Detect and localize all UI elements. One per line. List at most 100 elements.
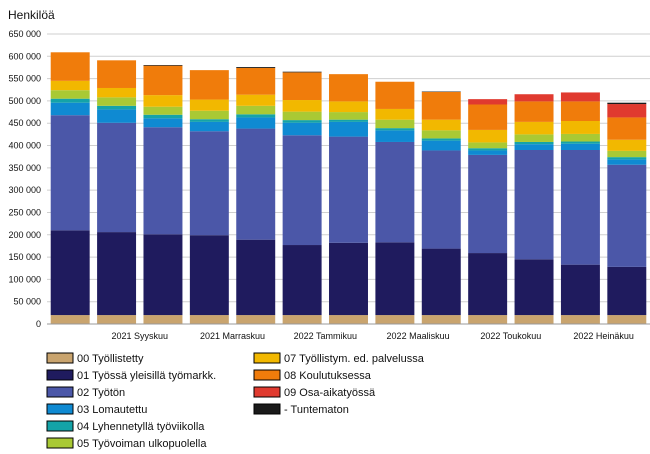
- x-tick-label: 2022 Heinäkuu: [573, 331, 634, 341]
- bar-segment: [282, 245, 322, 316]
- bar-segment: [143, 114, 183, 119]
- bar-segment: [236, 239, 276, 316]
- bar-segment: [329, 112, 368, 120]
- bar-segment: [560, 121, 600, 134]
- y-tick-label: 200 000: [8, 230, 41, 240]
- bar-segment: [607, 157, 647, 160]
- bar-segment: [189, 121, 229, 132]
- legend-swatch: [46, 420, 74, 432]
- bar-segment: [375, 242, 415, 316]
- legend-label: 05 Työvoiman ulkopuolella: [77, 438, 207, 450]
- bar-segment: [607, 102, 647, 105]
- bar-stack: [282, 71, 322, 324]
- bar-segment: [468, 129, 508, 143]
- bar-stack: [560, 92, 600, 324]
- bar-segment: [143, 65, 183, 66]
- y-tick-label: 100 000: [8, 274, 41, 284]
- legend-label: 03 Lomautettu: [77, 404, 147, 416]
- y-tick-label: 550 000: [8, 74, 41, 84]
- bar-segment: [421, 130, 461, 139]
- bar-segment: [560, 264, 600, 316]
- bar-segment: [50, 80, 90, 91]
- bar-segment: [329, 136, 368, 243]
- bar-segment: [329, 74, 368, 102]
- bar-segment: [143, 118, 183, 128]
- legend-swatch: [46, 369, 74, 381]
- bar-segment: [143, 315, 183, 324]
- bar-stack: [236, 67, 276, 324]
- legend-swatch: [253, 369, 281, 381]
- bar-segment: [50, 115, 90, 231]
- bar-segment: [375, 128, 415, 131]
- bar-segment: [560, 150, 600, 265]
- bar-segment: [329, 121, 368, 137]
- bar-stack: [607, 102, 647, 324]
- bar-segment: [236, 67, 276, 68]
- bar-segment: [282, 315, 322, 324]
- x-tick-label: 2022 Toukokuu: [480, 331, 541, 341]
- bar-segment: [189, 70, 229, 100]
- bar-segment: [514, 134, 554, 142]
- bar-stack: [143, 65, 183, 324]
- bar-segment: [282, 135, 322, 246]
- bar-stack: [189, 70, 229, 324]
- bar-segment: [421, 140, 461, 151]
- bar-segment: [560, 141, 600, 144]
- bar-segment: [329, 101, 368, 113]
- bar-segment: [375, 119, 415, 129]
- bar-segment: [560, 315, 600, 324]
- y-tick-labels: 0 50 000 100 000 150 000 200 000 250 000 300 0…: [8, 29, 41, 329]
- bar-segment: [50, 102, 90, 116]
- bar-segment: [329, 119, 368, 122]
- bar-segment: [421, 150, 461, 249]
- bar-segment: [514, 141, 554, 145]
- y-tick-label: 50 000: [13, 297, 41, 307]
- bar-segment: [282, 122, 322, 136]
- bar-segment: [236, 114, 276, 118]
- bar-segment: [607, 159, 647, 165]
- bar-segment: [468, 154, 508, 254]
- x-tick-label: 2022 Maaliskuu: [387, 331, 450, 341]
- bar-segment: [468, 148, 508, 151]
- bar-segment: [236, 105, 276, 115]
- bar-segment: [189, 110, 229, 120]
- bar-segment: [468, 142, 508, 149]
- bar-segment: [143, 95, 183, 107]
- y-tick-label: 650 000: [8, 29, 41, 39]
- bar-segment: [607, 266, 647, 316]
- y-tick-label: 400 000: [8, 141, 41, 151]
- bar-segment: [514, 121, 554, 135]
- bar-segment: [282, 111, 322, 121]
- bar-segment: [143, 234, 183, 316]
- bar-segment: [607, 315, 647, 324]
- bar-segment: [143, 127, 183, 235]
- bar-segment: [468, 315, 508, 324]
- bar-segment: [607, 139, 647, 151]
- bar-segment: [560, 92, 600, 102]
- bar-segment: [329, 315, 368, 324]
- bar-segment: [97, 122, 137, 233]
- bar-segment: [607, 150, 647, 158]
- bar-segment: [97, 232, 137, 316]
- legend-label: 02 Työtön: [77, 387, 125, 399]
- bar-segment: [236, 128, 276, 240]
- bar-segment: [514, 144, 554, 150]
- bar-stack: [329, 74, 368, 324]
- bar-segment: [236, 94, 276, 106]
- y-tick-label: 250 000: [8, 207, 41, 217]
- bar-segment: [97, 109, 137, 123]
- bar-segment: [282, 120, 322, 123]
- legend-swatch: [46, 437, 74, 449]
- bar-segment: [514, 259, 554, 316]
- bar-segment: [421, 315, 461, 324]
- bar-segment: [468, 99, 508, 105]
- bar-segment: [514, 315, 554, 324]
- y-tick-label: 500 000: [8, 96, 41, 106]
- bar-segment: [236, 315, 276, 324]
- bar-segment: [375, 315, 415, 324]
- bar-segment: [421, 138, 461, 141]
- bar-segment: [282, 100, 322, 112]
- bar-segment: [189, 99, 229, 111]
- bar-stack: [514, 94, 554, 324]
- bar-segment: [236, 117, 276, 129]
